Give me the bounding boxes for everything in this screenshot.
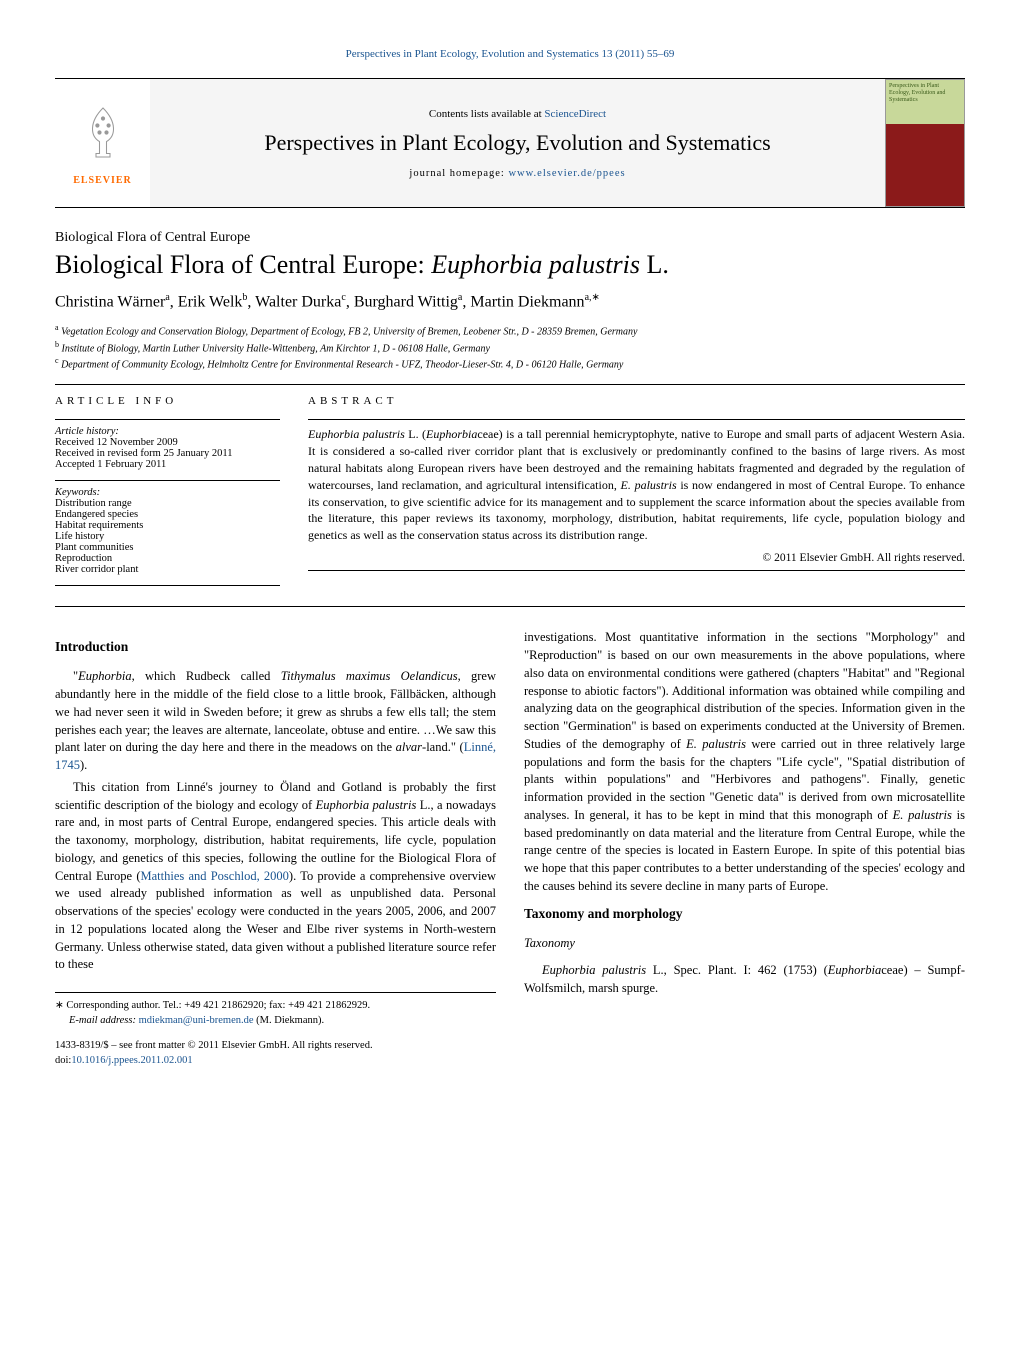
taxonomy-heading: Taxonomy and morphology xyxy=(524,904,965,923)
banner-center: Contents lists available at ScienceDirec… xyxy=(150,79,885,207)
footnotes: ∗ Corresponding author. Tel.: +49 421 21… xyxy=(55,992,496,1029)
journal-homepage: journal homepage: www.elsevier.de/ppees xyxy=(409,168,625,179)
footer-meta: 1433-8319/$ – see front matter © 2011 El… xyxy=(55,1039,496,1069)
journal-title: Perspectives in Plant Ecology, Evolution… xyxy=(264,130,770,156)
body-columns: Introduction "Euphorbia, which Rudbeck c… xyxy=(55,629,965,1069)
doi-link[interactable]: 10.1016/j.ppees.2011.02.001 xyxy=(71,1055,192,1066)
sciencedirect-link[interactable]: ScienceDirect xyxy=(544,108,606,120)
ref-link[interactable]: Matthies and Poschlod, 2000 xyxy=(141,869,289,883)
keyword: River corridor plant xyxy=(55,564,280,575)
elsevier-tree-icon xyxy=(68,101,138,171)
contents-line: Contents lists available at ScienceDirec… xyxy=(429,108,606,120)
taxonomy-sub: Taxonomy xyxy=(524,935,965,953)
issn-line: 1433-8319/$ – see front matter © 2011 El… xyxy=(55,1039,496,1054)
elsevier-logo: ELSEVIER xyxy=(55,79,150,207)
left-column: Introduction "Euphorbia, which Rudbeck c… xyxy=(55,629,496,1069)
right-p1: investigations. Most quantitative inform… xyxy=(524,629,965,895)
authors: Christina Wärnera, Erik Welkb, Walter Du… xyxy=(55,292,965,311)
intro-p2: This citation from Linné's journey to Öl… xyxy=(55,779,496,974)
divider xyxy=(308,570,965,571)
keywords-list: Distribution rangeEndangered speciesHabi… xyxy=(55,498,280,575)
intro-p1: "Euphorbia, which Rudbeck called Tithyma… xyxy=(55,668,496,775)
journal-cover-thumb: Perspectives in Plant Ecology, Evolution… xyxy=(885,79,965,207)
ref-link[interactable]: Linné, 1745 xyxy=(55,740,496,772)
copyright: © 2011 Elsevier GmbH. All rights reserve… xyxy=(308,552,965,564)
citation-link[interactable]: Perspectives in Plant Ecology, Evolution… xyxy=(346,48,675,60)
info-heading: article info xyxy=(55,395,280,407)
keywords-block: Keywords: Distribution rangeEndangered s… xyxy=(55,487,280,575)
info-abstract-row: article info Article history: Received 1… xyxy=(55,384,965,607)
affiliations: a Vegetation Ecology and Conservation Bi… xyxy=(55,323,965,370)
affiliation: b Institute of Biology, Martin Luther Un… xyxy=(55,340,965,354)
abstract-col: abstract Euphorbia palustris L. (Euphorb… xyxy=(308,395,965,592)
keyword: Reproduction xyxy=(55,553,280,564)
divider xyxy=(55,585,280,586)
page: Perspectives in Plant Ecology, Evolution… xyxy=(0,0,1020,1117)
abstract-text: Euphorbia palustris L. (Euphorbiaceae) i… xyxy=(308,426,965,544)
keywords-label: Keywords: xyxy=(55,487,100,498)
revised-date: Received in revised form 25 January 2011 xyxy=(55,448,232,459)
title-species: Euphorbia palustris xyxy=(431,250,640,279)
citation-header: Perspectives in Plant Ecology, Evolution… xyxy=(55,48,965,60)
email-suffix: (M. Diekmann). xyxy=(254,1015,325,1026)
article-title: Biological Flora of Central Europe: Euph… xyxy=(55,250,965,280)
section-label: Biological Flora of Central Europe xyxy=(55,230,965,246)
received-date: Received 12 November 2009 xyxy=(55,437,178,448)
article-info-col: article info Article history: Received 1… xyxy=(55,395,280,592)
keyword: Endangered species xyxy=(55,509,280,520)
email-line: E-mail address: mdiekman@uni-bremen.de (… xyxy=(55,1014,496,1029)
keyword: Habitat requirements xyxy=(55,520,280,531)
email-link[interactable]: mdiekman@uni-bremen.de xyxy=(139,1015,254,1026)
intro-heading: Introduction xyxy=(55,637,496,656)
divider xyxy=(55,419,280,420)
email-label: E-mail address: xyxy=(69,1015,139,1026)
keyword: Distribution range xyxy=(55,498,280,509)
elsevier-text: ELSEVIER xyxy=(73,175,132,186)
tax-p1: Euphorbia palustris L., Spec. Plant. I: … xyxy=(524,962,965,998)
homepage-prefix: journal homepage: xyxy=(409,168,508,179)
title-pre: Biological Flora of Central Europe: xyxy=(55,250,431,279)
right-column: investigations. Most quantitative inform… xyxy=(524,629,965,1069)
history-label: Article history: xyxy=(55,426,119,437)
keyword: Plant communities xyxy=(55,542,280,553)
cover-label: Perspectives in Plant Ecology, Evolution… xyxy=(886,80,964,108)
divider xyxy=(308,419,965,420)
affiliation: c Department of Community Ecology, Helmh… xyxy=(55,356,965,370)
accepted-date: Accepted 1 February 2011 xyxy=(55,459,166,470)
history-block: Article history: Received 12 November 20… xyxy=(55,426,280,470)
doi-label: doi: xyxy=(55,1055,71,1066)
abstract-heading: abstract xyxy=(308,395,965,407)
title-post: L. xyxy=(640,250,669,279)
journal-banner: ELSEVIER Contents lists available at Sci… xyxy=(55,78,965,208)
affiliation: a Vegetation Ecology and Conservation Bi… xyxy=(55,323,965,337)
corresponding-author: ∗ Corresponding author. Tel.: +49 421 21… xyxy=(55,999,496,1014)
keyword: Life history xyxy=(55,531,280,542)
homepage-link[interactable]: www.elsevier.de/ppees xyxy=(508,168,625,179)
contents-prefix: Contents lists available at xyxy=(429,108,544,120)
divider xyxy=(55,480,280,481)
doi-line: doi:10.1016/j.ppees.2011.02.001 xyxy=(55,1054,496,1069)
